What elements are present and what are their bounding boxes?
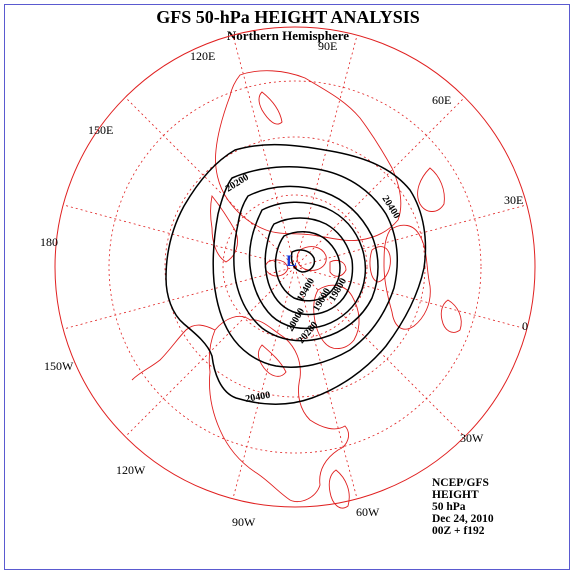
meridian-line [294,35,358,268]
meridian-line [294,97,465,268]
info-line: Dec 24, 2010 [432,513,494,525]
lon-label-90w: 90W [232,515,256,529]
coastline-north-america [208,316,349,503]
meridian-line [63,266,296,330]
lon-label-180: 180 [40,235,58,249]
latitude-circle [222,194,368,340]
latitude-circles [108,80,482,454]
coastline-japan [258,91,283,125]
lon-label-0: 0 [522,319,528,333]
lon-label-90e: 90E [318,39,337,53]
contour-19800 [248,201,367,330]
coastline-arctic-islands [296,246,327,271]
hemisphere-boundary [54,26,536,508]
contour-19400 [274,231,341,302]
coastlines [131,70,462,509]
coastline-mediterranean [440,299,462,333]
coastline-kamchatka [210,194,238,263]
lon-label-150w: 150W [44,359,74,373]
info-block: NCEP/GFS HEIGHT 50 hPa Dec 24, 2010 00Z … [432,477,494,537]
coastline-europe [383,224,431,330]
contour-label-20400-ne: 20400 [379,194,402,221]
lon-label-120e: 120E [190,49,215,63]
lon-label-60e: 60E [432,93,451,107]
lon-label-120w: 120W [116,463,146,477]
contour-label-19400: 19400 [295,276,317,303]
info-line: NCEP/GFS [432,477,489,489]
latitude-circle [108,80,482,454]
coastline-hudson-bay [257,344,287,377]
contour-label-19800: 19800 [327,276,349,303]
coastline-asia [215,70,402,241]
coastline-svalbard [329,259,347,277]
contour-20400 [165,143,427,405]
page-title: GFS 50-hPa HEIGHT ANALYSIS [156,7,420,27]
meridian-line [232,266,296,499]
meridian-line [294,266,465,437]
latitude-circle [164,136,426,398]
height-contours [165,143,427,405]
low-center-marker: L [286,253,297,270]
meridian-line [232,35,296,268]
info-line: 50 hPa [432,501,466,513]
figure-border [4,4,570,570]
contour-19600 [264,217,354,316]
contour-inner [290,249,316,273]
meridian-line [294,266,527,330]
lon-label-150e: 150E [88,123,113,137]
meridian-line [294,204,527,268]
coastline-greenland [313,284,360,349]
info-line: 00Z + f192 [432,525,485,537]
meridian-line [125,97,296,268]
longitude-labels: 90E 60E 30E 0 30W 60W 90W 120W 150W 180 … [40,39,528,529]
coastline-scandinavia [369,246,391,283]
contour-20000 [233,185,379,342]
info-line: HEIGHT [432,489,479,501]
meridian-line [294,266,358,499]
contour-20200 [212,166,399,368]
coastline-south-america [328,469,350,509]
coastline-africa [417,167,445,212]
page-subtitle: Northern Hemisphere [226,28,350,43]
lon-label-60w: 60W [356,505,380,519]
lon-label-30w: 30W [460,431,484,445]
coastline-north-america-west [131,324,216,381]
contour-label-20400-s: 20400 [245,390,272,405]
meridian-line [63,204,296,268]
lon-label-30e: 30E [504,193,523,207]
